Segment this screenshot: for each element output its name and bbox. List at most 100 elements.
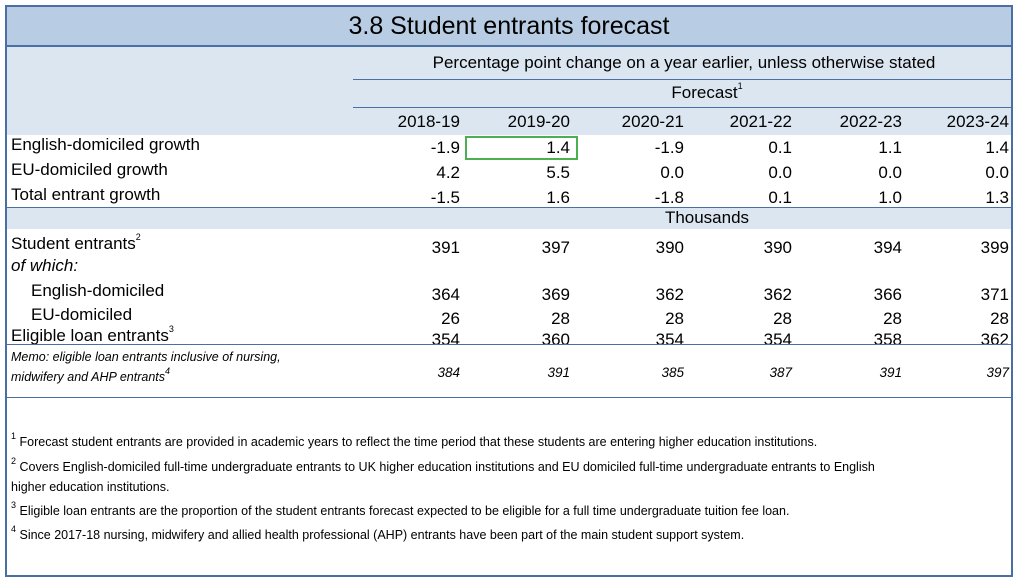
header-shade xyxy=(7,47,1011,135)
footnote-num: 1 xyxy=(11,431,17,441)
highlighted-cell xyxy=(465,136,578,160)
row-label: Student entrants2 xyxy=(11,233,141,255)
cell-5: 358 xyxy=(873,330,902,349)
memo-cell-4: 387 xyxy=(769,365,792,380)
row-label-sup: 3 xyxy=(168,324,174,334)
memo-cell-2: 391 xyxy=(547,365,570,380)
cell-4: 354 xyxy=(763,330,792,349)
cell-3: 0.0 xyxy=(660,163,684,182)
cell-4: 28 xyxy=(773,309,792,328)
cell-5: 28 xyxy=(883,309,902,328)
footnote-text: Eligible loan entrants are the proportio… xyxy=(16,504,790,518)
footnote: 3 Eligible loan entrants are the proport… xyxy=(11,501,789,521)
memo-cell-6: 397 xyxy=(986,365,1009,380)
cell-3: 28 xyxy=(665,309,684,328)
cell-4: 390 xyxy=(763,238,792,257)
row-label-sup: 2 xyxy=(135,232,141,242)
cell-6: 1.3 xyxy=(985,188,1009,207)
cell-6: 371 xyxy=(980,285,1009,304)
memo-rule xyxy=(7,344,1011,345)
cell-3: 354 xyxy=(655,330,684,349)
cell-4: 0.1 xyxy=(768,138,792,157)
row-label: EU-domiciled growth xyxy=(11,160,168,179)
footnote: 1 Forecast student entrants are provided… xyxy=(11,432,817,452)
subtitle-rule xyxy=(353,79,1011,80)
forecast-rule xyxy=(353,107,1011,108)
footnote-num: 4 xyxy=(11,524,17,534)
footnote-num: 3 xyxy=(11,500,17,510)
cell-4: 362 xyxy=(763,285,792,304)
thousands-rule xyxy=(7,207,1011,208)
footnote-rule xyxy=(7,397,1011,398)
memo-cell-5: 391 xyxy=(879,365,902,380)
cell-6: 1.4 xyxy=(985,138,1009,157)
of-which-label-text: of which: xyxy=(11,256,79,275)
cell-2: 5.5 xyxy=(546,163,570,182)
cell-1: 354 xyxy=(431,330,460,349)
row-label: English-domiciled growth xyxy=(11,135,200,154)
footnote: 2 Covers English-domiciled full-time und… xyxy=(11,457,875,477)
row-label-text: English-domiciled xyxy=(31,281,165,300)
table-title: 3.8 Student entrants forecast xyxy=(7,7,1011,47)
cell-1: 364 xyxy=(431,285,460,304)
footnote-text: Covers English-domiciled full-time under… xyxy=(16,460,875,474)
footnote-text: Forecast student entrants are provided i… xyxy=(16,435,818,449)
table-frame: 3.8 Student entrants forecast Percentage… xyxy=(5,5,1013,577)
year-header: 2020-21 xyxy=(621,112,684,131)
row-label: English-domiciled xyxy=(31,280,164,302)
cell-6: 28 xyxy=(990,309,1009,328)
memo-cell-1: 384 xyxy=(437,365,460,380)
forecast-sup: 1 xyxy=(737,81,743,91)
cell-5: 394 xyxy=(873,238,902,257)
thousands-label: Thousands xyxy=(664,208,750,227)
footnote-num: 2 xyxy=(11,456,17,466)
year-header: 2019-20 xyxy=(507,112,570,131)
cell-1: 26 xyxy=(441,309,460,328)
row-label-text: EU-domiciled xyxy=(31,305,133,324)
cell-2: 397 xyxy=(541,238,570,257)
memo-line1: Memo: eligible loan entrants inclusive o… xyxy=(11,350,281,364)
memo-label: Memo: eligible loan entrants inclusive o… xyxy=(11,347,281,387)
cell-4: 0.0 xyxy=(768,163,792,182)
cell-6: 362 xyxy=(980,330,1009,349)
cell-2: 1.4 xyxy=(546,138,570,157)
footnote: higher education institutions. xyxy=(11,477,169,497)
cell-2: 1.6 xyxy=(546,188,570,207)
cell-4: 0.1 xyxy=(768,188,792,207)
subtitle: Percentage point change on a year earlie… xyxy=(432,53,936,72)
cell-2: 369 xyxy=(541,285,570,304)
cell-3: 390 xyxy=(655,238,684,257)
year-header: 2018-19 xyxy=(397,112,460,131)
of-which-label: of which: xyxy=(11,255,78,277)
cell-3: -1.8 xyxy=(654,188,684,207)
cell-1: 391 xyxy=(431,238,460,257)
footnote: 4 Since 2017-18 nursing, midwifery and a… xyxy=(11,525,744,545)
cell-3: 362 xyxy=(655,285,684,304)
row-label: Eligible loan entrants3 xyxy=(11,325,174,347)
year-header: 2023-24 xyxy=(946,112,1009,131)
cell-1: -1.5 xyxy=(430,188,460,207)
footnote-text: Since 2017-18 nursing, midwifery and all… xyxy=(16,528,745,542)
cell-6: 0.0 xyxy=(985,163,1009,182)
row-label-text: Student entrants xyxy=(11,234,136,253)
footnote-text: higher education institutions. xyxy=(11,480,170,494)
forecast-label: Forecast1 xyxy=(671,81,743,103)
cell-5: 1.1 xyxy=(878,138,902,157)
memo-sup: 4 xyxy=(165,366,171,376)
row-label: EU-domiciled xyxy=(31,304,132,326)
row-label: Total entrant growth xyxy=(11,185,161,204)
year-header: 2021-22 xyxy=(729,112,792,131)
cell-2: 28 xyxy=(551,309,570,328)
cell-3: -1.9 xyxy=(654,138,684,157)
cell-1: 4.2 xyxy=(436,163,460,182)
row-label-text: Eligible loan entrants xyxy=(11,326,169,345)
thousands-shade xyxy=(7,207,1011,229)
cell-2: 360 xyxy=(541,330,570,349)
memo-line2: midwifery and AHP entrants4 xyxy=(11,366,171,385)
cell-6: 399 xyxy=(980,238,1009,257)
year-header: 2022-23 xyxy=(839,112,902,131)
cell-5: 366 xyxy=(873,285,902,304)
cell-5: 1.0 xyxy=(878,188,902,207)
cell-5: 0.0 xyxy=(878,163,902,182)
cell-1: -1.9 xyxy=(430,138,460,157)
